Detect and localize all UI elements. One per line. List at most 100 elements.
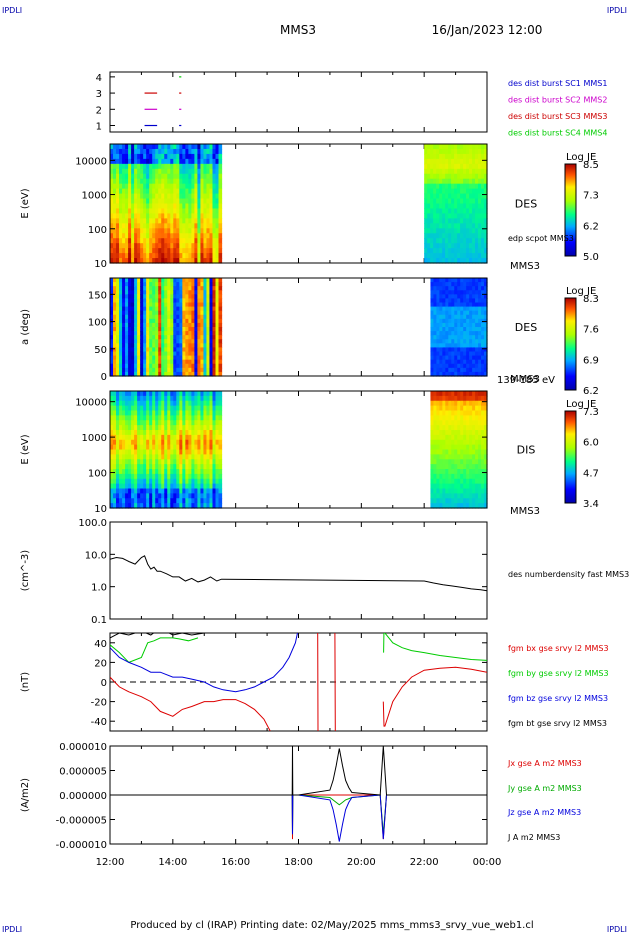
- spectrogram-cell: [113, 213, 117, 219]
- spectrogram-cell: [194, 335, 199, 340]
- spectrogram-cell: [439, 148, 443, 155]
- spectrogram-cell: [170, 243, 174, 249]
- spectrogram-cell: [185, 420, 189, 426]
- spectrogram-cell: [134, 228, 138, 234]
- spectrogram-cell: [203, 238, 208, 244]
- spectrogram-cell: [445, 439, 449, 446]
- spectrogram-cell: [442, 454, 446, 460]
- spectrogram-cell: [197, 144, 202, 150]
- spectrogram-cell: [128, 243, 132, 249]
- spectrogram-cell: [451, 343, 455, 349]
- spectrogram-cell: [484, 302, 488, 308]
- spectrogram-cell: [433, 425, 438, 431]
- spectrogram-cell: [158, 367, 162, 373]
- spectrogram-cell: [430, 493, 435, 499]
- spectrogram-cell: [478, 173, 482, 180]
- spectrogram-cell: [167, 218, 171, 224]
- spectrogram-cell: [191, 188, 196, 195]
- spectrogram-cell: [472, 367, 476, 373]
- spectrogram-cell: [206, 503, 211, 509]
- spectrogram-cell: [140, 425, 144, 431]
- spectrogram-cell: [119, 218, 123, 224]
- spectrogram-cell: [433, 213, 437, 219]
- spectrogram-cell: [146, 444, 150, 451]
- spectrogram-cell: [472, 183, 476, 190]
- spectrogram-cell: [143, 478, 147, 485]
- spectrogram-cell: [212, 286, 217, 291]
- spectrogram-cell: [460, 183, 464, 190]
- spectrogram-cell: [478, 298, 482, 304]
- spectrogram-cell: [191, 339, 196, 344]
- spectrogram-cell: [179, 253, 183, 259]
- spectrogram-cell: [185, 253, 189, 259]
- spectrogram-cell: [140, 473, 144, 480]
- spectrogram-cell: [442, 483, 446, 490]
- spectrogram-cell: [200, 493, 205, 499]
- spectrogram-cell: [215, 253, 220, 259]
- spectrogram-cell: [164, 243, 168, 249]
- spectrogram-cell: [191, 238, 196, 244]
- spectrogram-cell: [149, 322, 153, 328]
- spectrogram-cell: [484, 327, 488, 332]
- spectrogram-cell: [427, 183, 431, 190]
- spectrogram-cell: [152, 327, 156, 332]
- spectrogram-cell: [215, 493, 220, 499]
- spectrogram-cell: [152, 351, 156, 357]
- spectrogram-cell: [218, 228, 223, 234]
- spectrogram-cell: [194, 188, 199, 195]
- spectrogram-cell: [200, 310, 205, 316]
- spectrogram-cell: [188, 395, 192, 402]
- spectrogram-cell: [463, 391, 467, 397]
- spectrogram-cell: [445, 183, 449, 190]
- spectrogram-cell: [161, 473, 165, 480]
- spectrogram-cell: [191, 331, 196, 336]
- spectrogram-cell: [472, 168, 476, 175]
- spectrogram-cell: [161, 425, 165, 431]
- spectrogram-cell: [179, 359, 183, 365]
- spectrogram-cell: [430, 395, 435, 402]
- spectrogram-cell: [442, 351, 446, 357]
- spectrogram-cell: [209, 173, 214, 180]
- spectrogram-cell: [451, 158, 455, 165]
- spectrogram-cell: [146, 282, 150, 287]
- spectrogram-cell: [445, 248, 449, 254]
- spectrogram-cell: [164, 238, 168, 244]
- spectrogram-cell: [436, 302, 440, 308]
- spectrogram-cell: [436, 314, 440, 320]
- spectrogram-cell: [448, 454, 452, 460]
- spectrogram-cell: [209, 208, 214, 215]
- spectrogram-cell: [158, 168, 162, 175]
- spectrogram-cell: [170, 282, 174, 287]
- spectrogram-cell: [134, 347, 138, 353]
- spectrogram-cell: [218, 258, 223, 264]
- spectrogram-cell: [454, 503, 458, 509]
- spectrogram-cell: [448, 493, 452, 499]
- spectrogram-cell: [457, 318, 461, 324]
- spectrogram-cell: [137, 310, 141, 316]
- spectrogram-cell: [481, 294, 485, 300]
- spectrogram-cell: [167, 253, 171, 259]
- spectrogram-cell: [167, 228, 171, 234]
- spectrogram-cell: [185, 173, 189, 180]
- spectrogram-cell: [200, 168, 205, 175]
- spectrogram-cell: [116, 223, 120, 229]
- spectrogram-cell: [116, 405, 120, 412]
- spectrogram-cell: [466, 351, 470, 357]
- spectrogram-cell: [427, 223, 431, 229]
- spectrogram-cell: [439, 253, 443, 259]
- spectrogram-cell: [427, 193, 431, 200]
- spectrogram-cell: [182, 144, 186, 150]
- spectrogram-cell: [134, 193, 138, 200]
- spectrogram-cell: [197, 449, 202, 455]
- spectrogram-cell: [457, 327, 461, 332]
- spectrogram-cell: [125, 318, 129, 324]
- spectrogram-cell: [454, 439, 458, 446]
- spectrogram-cell: [442, 188, 446, 195]
- spectrogram-cell: [200, 459, 205, 465]
- spectrogram-cell: [122, 331, 126, 336]
- spectrogram-cell: [478, 163, 482, 170]
- spectrogram-cell: [191, 478, 196, 485]
- spectrogram-cell: [131, 258, 135, 264]
- spectrogram-cell: [454, 213, 458, 219]
- spectrogram-cell: [128, 193, 132, 200]
